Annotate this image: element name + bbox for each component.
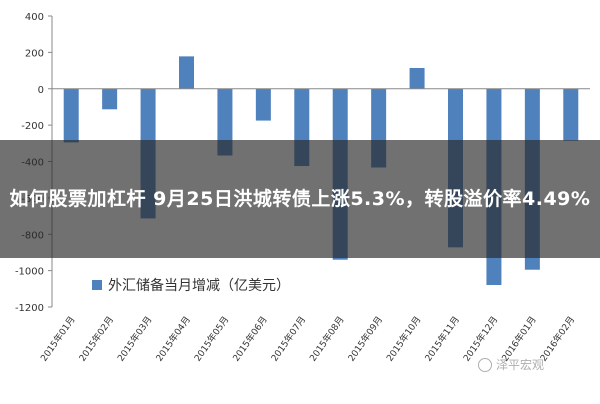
x-tick-label: 2015年11月 — [422, 314, 462, 364]
bar — [63, 88, 79, 143]
y-tick-label: 200 — [25, 48, 44, 59]
bar — [217, 88, 233, 156]
headline-text: 如何股票加杠杆 9月25日洪城转债上涨5.3%，转股溢价率4.49% — [9, 188, 591, 210]
y-tick-label: -200 — [21, 121, 44, 132]
x-tick-label: 2015年07月 — [268, 314, 308, 364]
watermark: 泽平宏观 — [478, 356, 544, 373]
x-tick-label: 2015年02月 — [76, 314, 116, 364]
x-tick-label: 2015年09月 — [345, 314, 385, 364]
legend: 外汇储备当月增减（亿美元） — [92, 274, 290, 296]
legend-swatch — [92, 280, 102, 290]
x-tick-label: 2015年03月 — [115, 314, 155, 364]
y-tick-label: 0 — [38, 85, 44, 96]
legend-label: 外汇储备当月增减（亿美元） — [108, 278, 290, 294]
bar — [255, 88, 271, 121]
y-tick-label: -1000 — [15, 267, 44, 278]
headline-banner: 如何股票加杠杆 9月25日洪城转债上涨5.3%，转股溢价率4.49% — [0, 140, 600, 258]
x-tick-label: 2015年06月 — [230, 314, 270, 364]
x-tick-label: 2015年04月 — [153, 314, 193, 364]
bar — [102, 88, 118, 110]
bar — [409, 68, 425, 89]
x-tick-label: 2015年05月 — [192, 314, 232, 364]
x-tick-label: 2015年01月 — [38, 314, 78, 364]
y-tick-label: -1200 — [15, 303, 44, 314]
bar — [563, 88, 579, 141]
bar — [179, 56, 194, 89]
y-tick-label: 400 — [25, 12, 44, 23]
x-tick-label: 2015年10月 — [384, 314, 424, 364]
x-tick-label: 2015年08月 — [307, 314, 347, 364]
wechat-icon — [478, 357, 492, 372]
watermark-text: 泽平宏观 — [496, 358, 545, 372]
